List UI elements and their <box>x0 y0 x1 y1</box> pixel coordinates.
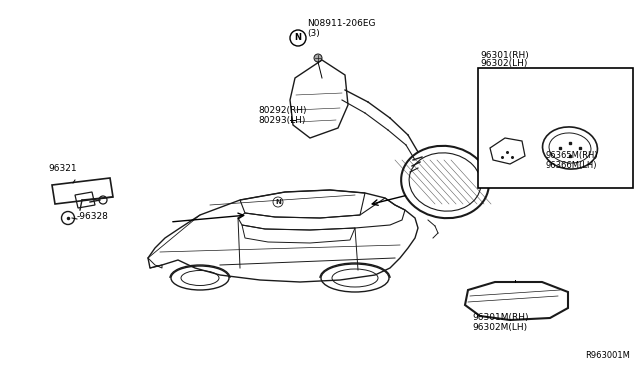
Text: -96328: -96328 <box>77 212 109 221</box>
Circle shape <box>314 54 322 62</box>
Text: N: N <box>294 33 301 42</box>
Text: R963001M: R963001M <box>585 351 630 360</box>
Text: 96366M(LH): 96366M(LH) <box>545 161 596 170</box>
Text: N: N <box>275 199 281 205</box>
Text: 96302M(LH): 96302M(LH) <box>472 323 527 332</box>
Bar <box>478 68 633 188</box>
Text: (3): (3) <box>307 29 320 38</box>
Text: 80293(LH): 80293(LH) <box>258 116 305 125</box>
Text: N08911-206EG: N08911-206EG <box>307 19 376 28</box>
Text: 96365M(RH): 96365M(RH) <box>545 151 598 160</box>
Text: 96321: 96321 <box>48 164 77 173</box>
Text: 80292(RH): 80292(RH) <box>258 106 307 115</box>
Text: 96301M(RH): 96301M(RH) <box>472 313 529 322</box>
Text: 96302(LH): 96302(LH) <box>480 59 527 68</box>
Text: 96301(RH): 96301(RH) <box>480 51 529 60</box>
